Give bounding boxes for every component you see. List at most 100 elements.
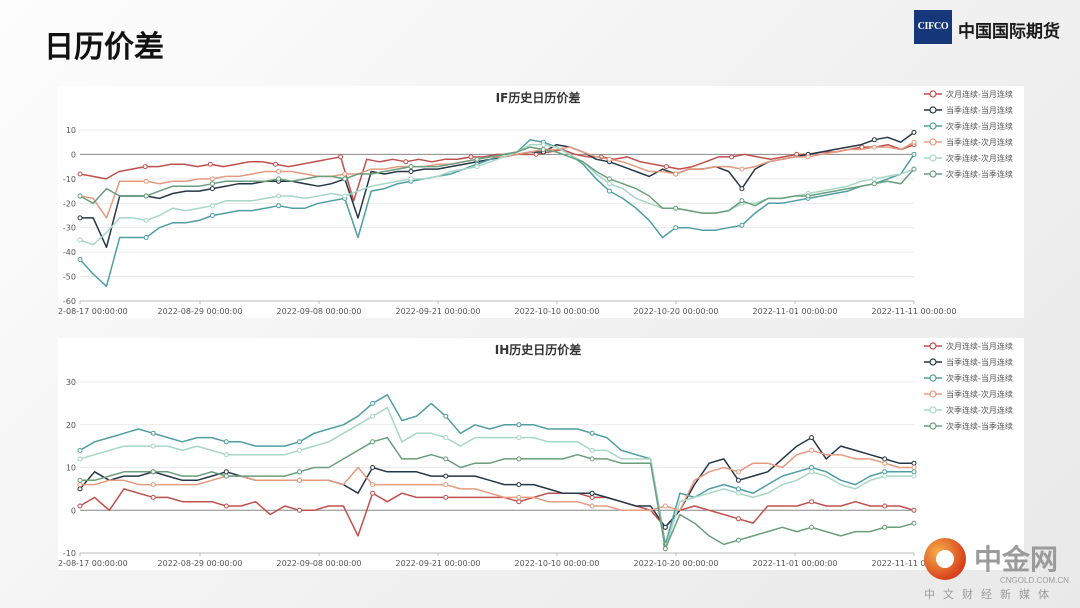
cifco-logo-icon: CIFCO	[914, 10, 952, 44]
data-point	[589, 490, 595, 496]
data-point	[589, 503, 595, 509]
data-point	[735, 516, 741, 522]
data-point	[607, 156, 612, 162]
data-point	[209, 176, 215, 182]
legend-label: 次季连续-当月连续	[946, 121, 1013, 131]
data-point	[443, 473, 449, 479]
data-point	[809, 465, 815, 470]
data-point	[739, 198, 745, 204]
x-tick-label: 2022-10-20 00:00:00	[634, 307, 719, 316]
x-tick-label: 2022-11-11 00:00:00	[872, 559, 957, 568]
y-tick-label: -20	[63, 199, 76, 208]
series-line	[79, 143, 915, 202]
data-point	[223, 469, 229, 475]
data-point	[809, 447, 815, 453]
legend-label: 当季连续-当月连续	[946, 105, 1013, 115]
data-point	[871, 176, 877, 182]
data-point	[276, 193, 282, 199]
watermark-name: 中金网	[974, 543, 1059, 576]
data-point	[209, 186, 215, 192]
data-point	[911, 473, 917, 479]
data-point	[370, 413, 376, 419]
data-point	[273, 161, 278, 167]
data-point	[911, 129, 917, 135]
data-point	[735, 477, 741, 483]
data-point	[143, 193, 149, 199]
legend-marker	[929, 138, 937, 146]
data-point	[533, 151, 539, 157]
data-point	[77, 456, 83, 462]
data-point	[408, 176, 414, 182]
legend-marker	[929, 390, 937, 398]
data-point	[297, 469, 302, 475]
data-point	[276, 176, 282, 182]
data-point	[276, 203, 282, 209]
x-tick-label: 2022-11-01 00:00:00	[753, 307, 838, 316]
y-tick-label: -40	[63, 248, 76, 257]
data-point	[142, 164, 148, 170]
data-point	[871, 144, 877, 150]
data-point	[276, 169, 282, 174]
data-point	[474, 156, 480, 162]
data-point	[809, 469, 815, 475]
series-line	[79, 394, 914, 546]
data-point	[540, 142, 546, 148]
y-tick-label: -10	[63, 175, 76, 184]
data-point	[209, 213, 215, 218]
data-point	[150, 443, 156, 449]
x-tick-label: 2022-09-21 00:00:00	[396, 307, 481, 316]
data-point	[809, 524, 815, 530]
data-point	[735, 490, 741, 496]
data-point	[739, 222, 745, 228]
data-point	[882, 460, 888, 466]
x-tick-label: 2022-10-20 00:00:00	[634, 559, 719, 568]
x-tick-label: 2-08-17 00:00:00	[58, 559, 128, 568]
legend-marker	[929, 374, 937, 382]
data-point	[607, 176, 612, 182]
data-point	[77, 193, 83, 199]
series-line	[80, 131, 915, 249]
data-point	[223, 503, 229, 509]
data-point	[150, 430, 156, 436]
legend-marker	[929, 170, 937, 178]
data-point	[77, 237, 83, 243]
data-point	[911, 151, 917, 157]
data-point	[223, 452, 229, 458]
data-point	[443, 482, 449, 488]
x-tick-label: 2022-09-08 00:00:00	[277, 307, 362, 316]
x-tick-label: 2-08-17 00:00:00	[58, 307, 128, 316]
data-point	[370, 400, 376, 406]
data-point	[209, 203, 215, 209]
y-tick-label: 10	[66, 464, 76, 473]
x-tick-label: 2022-11-01 00:00:00	[753, 559, 838, 568]
legend-label: 当季连续-次月连续	[946, 137, 1013, 147]
data-point	[673, 171, 679, 177]
data-point	[77, 486, 83, 492]
data-point	[297, 477, 302, 483]
data-point	[150, 494, 156, 500]
data-point	[673, 225, 679, 231]
if-calendar-spread-chart: IF历史日历价差 10 0 -10 -20 -30 -40 -50 -60 2-08-17 00:…	[58, 86, 1024, 318]
data-point	[516, 494, 522, 500]
legend-marker	[929, 122, 937, 130]
data-point	[516, 435, 522, 441]
series-line	[79, 406, 914, 550]
data-point	[468, 154, 474, 160]
data-point	[516, 482, 522, 488]
legend-label: 次季连续-次月连续	[946, 405, 1013, 415]
data-point	[882, 503, 888, 509]
x-tick-label: 2022-08-29 00:00:00	[158, 559, 243, 568]
legend-marker	[929, 90, 937, 98]
series-line	[79, 146, 915, 214]
data-point	[882, 473, 888, 479]
brand-name: 中国国际期货	[958, 22, 1060, 42]
data-point	[516, 499, 522, 505]
data-point	[911, 469, 917, 475]
data-point	[911, 460, 917, 466]
watermark-url: CNGOLD.COM.CN	[1000, 576, 1069, 585]
x-tick-label: 2022-09-21 00:00:00	[396, 559, 481, 568]
x-tick-label: 2022-08-29 00:00:00	[158, 307, 243, 316]
data-point	[297, 507, 302, 513]
data-point	[805, 154, 811, 160]
series-line	[79, 488, 915, 537]
